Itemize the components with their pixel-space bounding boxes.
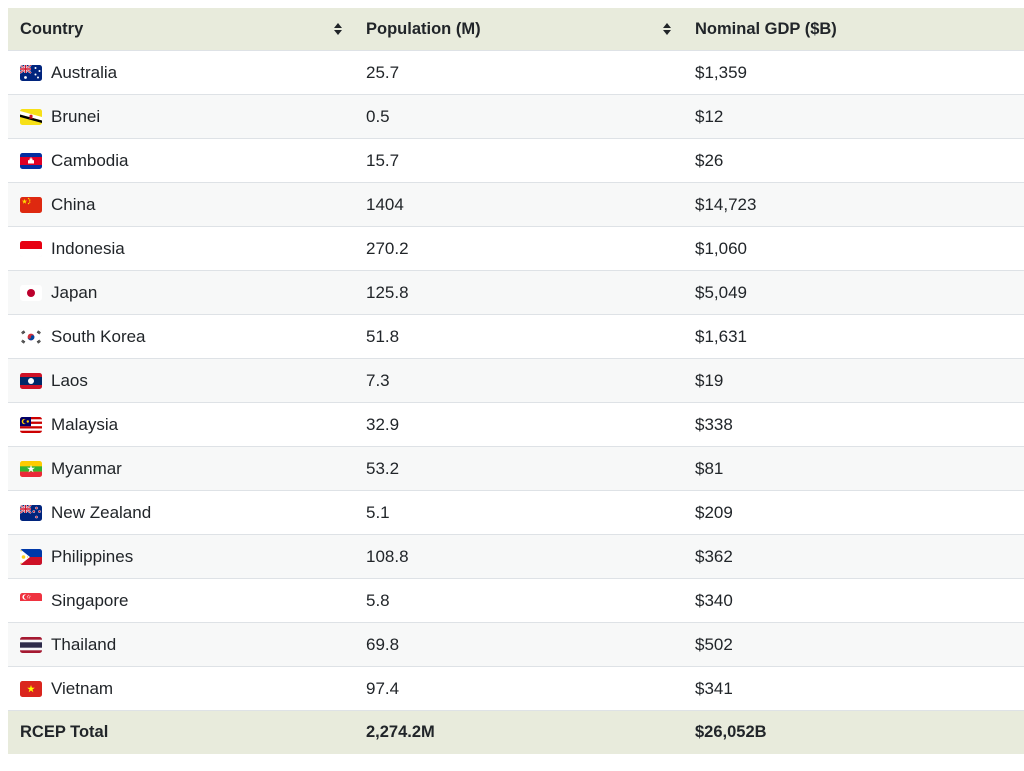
flag-china-icon (20, 196, 42, 213)
population-value: 125.8 (354, 270, 683, 315)
gdp-value: $26 (683, 138, 1024, 183)
country-name: China (51, 195, 96, 214)
population-value: 0.5 (354, 94, 683, 139)
flag-singapore-icon (20, 592, 42, 609)
total-label: RCEP Total (8, 710, 354, 754)
population-value: 270.2 (354, 226, 683, 271)
country-name: Myanmar (51, 459, 122, 478)
table-row-new-zealand: New Zealand 5.1 $209 (8, 490, 1024, 535)
flag-myanmar-icon (20, 460, 42, 477)
country-name: Malaysia (51, 415, 119, 434)
population-value: 53.2 (354, 446, 683, 491)
gdp-value: $81 (683, 446, 1024, 491)
gdp-value: $338 (683, 402, 1024, 447)
population-value: 5.8 (354, 578, 683, 623)
column-header-population-label: Population (M) (366, 20, 481, 38)
gdp-value: $1,060 (683, 226, 1024, 271)
country-name: South Korea (51, 327, 146, 346)
table-row-myanmar: Myanmar 53.2 $81 (8, 446, 1024, 491)
population-value: 5.1 (354, 490, 683, 535)
country-name: Singapore (51, 591, 129, 610)
table-row-thailand: Thailand 69.8 $502 (8, 622, 1024, 667)
table-row-china: China 1404 $14,723 (8, 182, 1024, 227)
total-row: RCEP Total 2,274.2M $26,052B (8, 710, 1024, 754)
column-header-country[interactable]: Country (8, 8, 354, 51)
flag-cambodia-icon (20, 152, 42, 169)
country-name: New Zealand (51, 503, 152, 522)
column-header-country-label: Country (20, 20, 84, 38)
gdp-value: $19 (683, 358, 1024, 403)
gdp-value: $1,359 (683, 50, 1024, 95)
table-row-vietnam: Vietnam 97.4 $341 (8, 666, 1024, 711)
rcep-table: Country Population (M) Nominal GDP ($B) (8, 8, 1024, 754)
population-value: 25.7 (354, 50, 683, 95)
country-name: Vietnam (51, 679, 114, 698)
table-row-south-korea: South Korea 51.8 $1,631 (8, 314, 1024, 359)
flag-australia-icon (20, 64, 42, 81)
gdp-value: $340 (683, 578, 1024, 623)
country-name: Laos (51, 371, 88, 390)
flag-south-korea-icon (20, 328, 42, 345)
flag-new-zealand-icon (20, 504, 42, 521)
country-name: Cambodia (51, 151, 129, 170)
flag-thailand-icon (20, 636, 42, 653)
gdp-value: $1,631 (683, 314, 1024, 359)
country-name: Indonesia (51, 239, 125, 258)
gdp-value: $14,723 (683, 182, 1024, 227)
table-row-brunei: Brunei 0.5 $12 (8, 94, 1024, 139)
country-name: Philippines (51, 547, 134, 566)
flag-malaysia-icon (20, 416, 42, 433)
table-row-indonesia: Indonesia 270.2 $1,060 (8, 226, 1024, 271)
flag-laos-icon (20, 372, 42, 389)
flag-brunei-icon (20, 108, 42, 125)
population-value: 7.3 (354, 358, 683, 403)
gdp-value: $12 (683, 94, 1024, 139)
country-name: Brunei (51, 107, 101, 126)
table-row-malaysia: Malaysia 32.9 $338 (8, 402, 1024, 447)
population-value: 108.8 (354, 534, 683, 579)
sort-arrows-icon[interactable] (663, 23, 671, 35)
column-header-gdp-label: Nominal GDP ($B) (695, 20, 837, 38)
total-gdp-value: $26,052B (683, 710, 1024, 754)
table-row-cambodia: Cambodia 15.7 $26 (8, 138, 1024, 183)
table-row-philippines: Philippines 108.8 $362 (8, 534, 1024, 579)
gdp-value: $341 (683, 666, 1024, 711)
header-row: Country Population (M) Nominal GDP ($B) (8, 8, 1024, 51)
country-name: Thailand (51, 635, 117, 654)
population-value: 69.8 (354, 622, 683, 667)
rcep-table-container: Country Population (M) Nominal GDP ($B) (8, 8, 1024, 754)
flag-indonesia-icon (20, 240, 42, 257)
flag-vietnam-icon (20, 680, 42, 697)
total-population-value: 2,274.2M (354, 710, 683, 754)
population-value: 32.9 (354, 402, 683, 447)
table-row-singapore: Singapore 5.8 $340 (8, 578, 1024, 623)
country-name: Japan (51, 283, 98, 302)
column-header-gdp[interactable]: Nominal GDP ($B) (683, 8, 1024, 51)
gdp-value: $502 (683, 622, 1024, 667)
flag-japan-icon (20, 284, 42, 301)
table-row-laos: Laos 7.3 $19 (8, 358, 1024, 403)
gdp-value: $362 (683, 534, 1024, 579)
sort-arrows-icon[interactable] (334, 23, 342, 35)
country-name: Australia (51, 63, 118, 82)
gdp-value: $209 (683, 490, 1024, 535)
table-row-australia: Australia 25.7 $1,359 (8, 50, 1024, 95)
gdp-value: $5,049 (683, 270, 1024, 315)
population-value: 15.7 (354, 138, 683, 183)
population-value: 51.8 (354, 314, 683, 359)
population-value: 97.4 (354, 666, 683, 711)
population-value: 1404 (354, 182, 683, 227)
table-row-japan: Japan 125.8 $5,049 (8, 270, 1024, 315)
flag-philippines-icon (20, 548, 42, 565)
column-header-population[interactable]: Population (M) (354, 8, 683, 51)
